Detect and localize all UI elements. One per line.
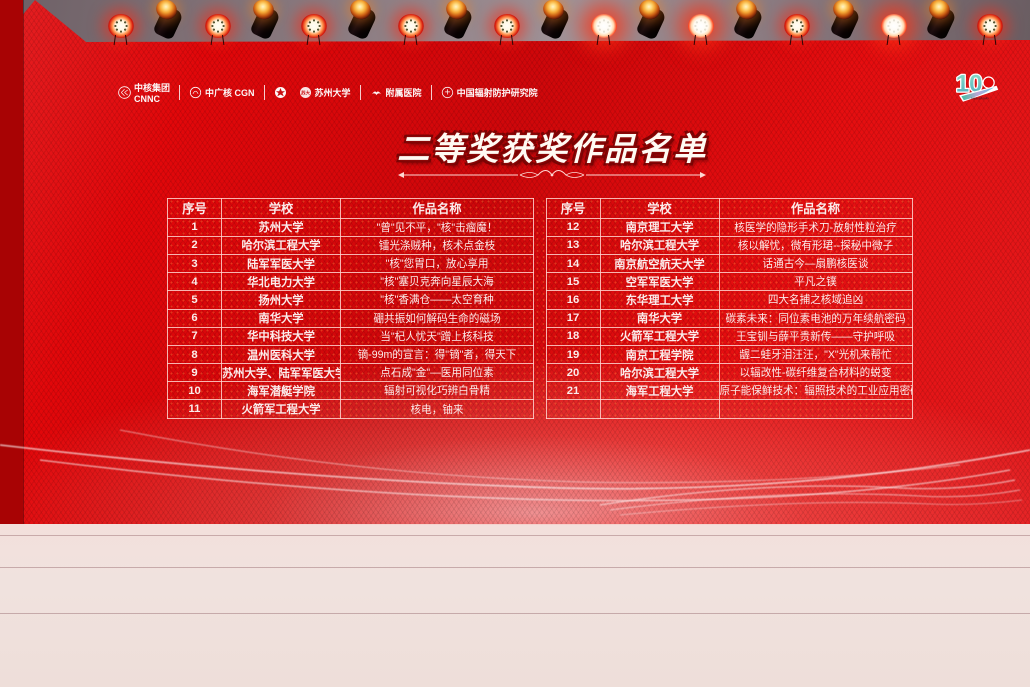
svg-text:ANNIVERSARY: ANNIVERSARY: [971, 96, 990, 100]
svg-text:苏大: 苏大: [301, 89, 311, 96]
